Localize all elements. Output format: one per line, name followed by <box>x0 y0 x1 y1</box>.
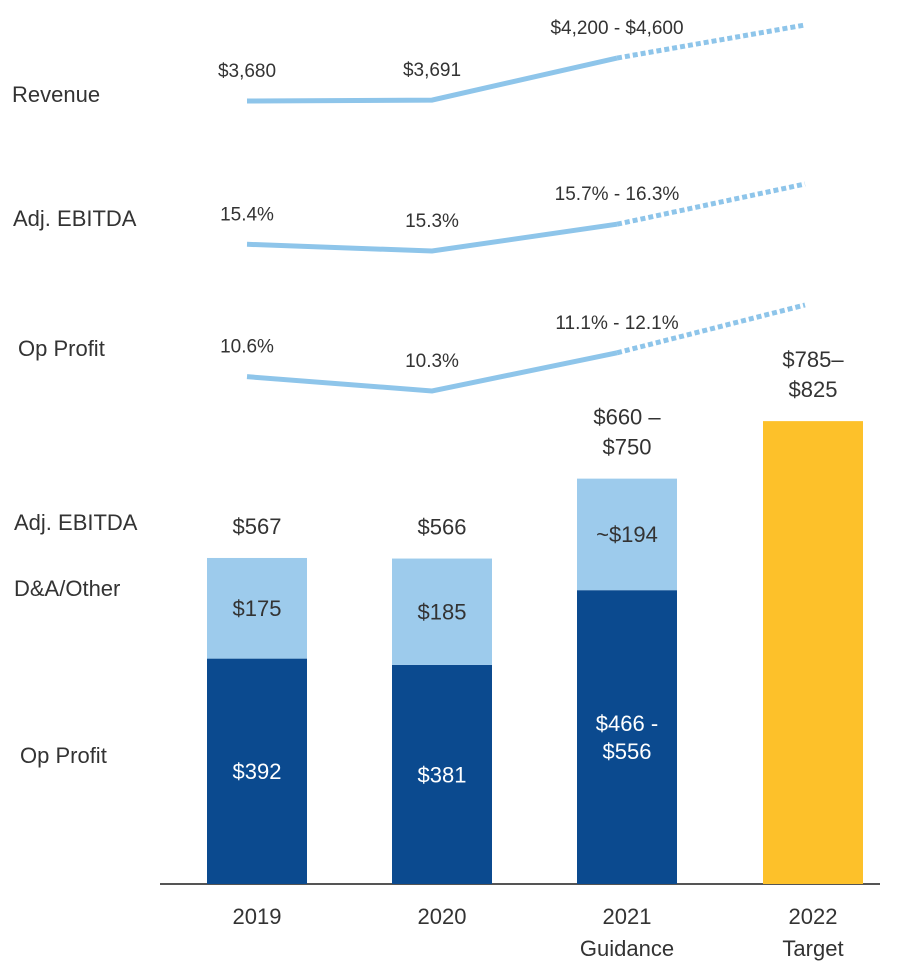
trend-line <box>246 55 618 104</box>
total-label: $566 <box>418 514 467 539</box>
row-label: Revenue <box>12 82 100 107</box>
range-extension <box>616 302 806 356</box>
bar-segment <box>392 664 492 884</box>
bar-segment <box>577 590 677 884</box>
total-label: $660 – <box>593 404 661 429</box>
total-label: $785– <box>782 347 844 372</box>
bar-segment <box>207 557 307 659</box>
line-value-label: 15.4% <box>220 204 274 225</box>
segment-label: $175 <box>233 596 282 621</box>
segment-label: $185 <box>418 600 467 625</box>
total-label: $750 <box>603 434 652 459</box>
segment-label: $556 <box>603 739 652 764</box>
legend-label: Adj. EBITDA <box>14 510 138 535</box>
x-tick-note: Target <box>782 936 843 961</box>
x-tick-label: 2019 <box>233 904 282 929</box>
line-value-label: 15.3% <box>405 211 459 232</box>
segment-label: $381 <box>418 762 467 787</box>
line-value-label: $4,200 - $4,600 <box>550 18 683 39</box>
segment-label: $466 - <box>596 711 658 736</box>
row-label: Op Profit <box>18 336 105 361</box>
line-value-label: $3,680 <box>218 61 276 82</box>
segment-label: $392 <box>233 759 282 784</box>
bar-segment <box>392 558 492 665</box>
legend-label: Op Profit <box>20 743 107 768</box>
bar-segment <box>577 478 677 591</box>
line-value-label: 11.1% - 12.1% <box>555 313 678 334</box>
total-label: $567 <box>233 514 282 539</box>
x-tick-label: 2021 <box>603 904 652 929</box>
legend-label: D&A/Other <box>14 576 120 601</box>
x-tick-label: 2022 <box>789 904 838 929</box>
line-value-label: 10.3% <box>405 351 459 372</box>
total-label: $825 <box>789 377 838 402</box>
target-bar <box>763 421 863 884</box>
row-label: Adj. EBITDA <box>13 206 137 231</box>
line-value-label: $3,691 <box>403 60 461 81</box>
line-value-label: 15.7% - 16.3% <box>555 184 680 205</box>
segment-label: ~$194 <box>596 522 658 547</box>
x-tick-note: Guidance <box>580 936 674 961</box>
trend-line <box>246 350 618 394</box>
line-value-label: 10.6% <box>220 337 274 358</box>
range-extension <box>616 181 806 227</box>
trend-line <box>246 221 618 254</box>
bar-segment <box>207 658 307 884</box>
x-tick-label: 2020 <box>418 904 467 929</box>
